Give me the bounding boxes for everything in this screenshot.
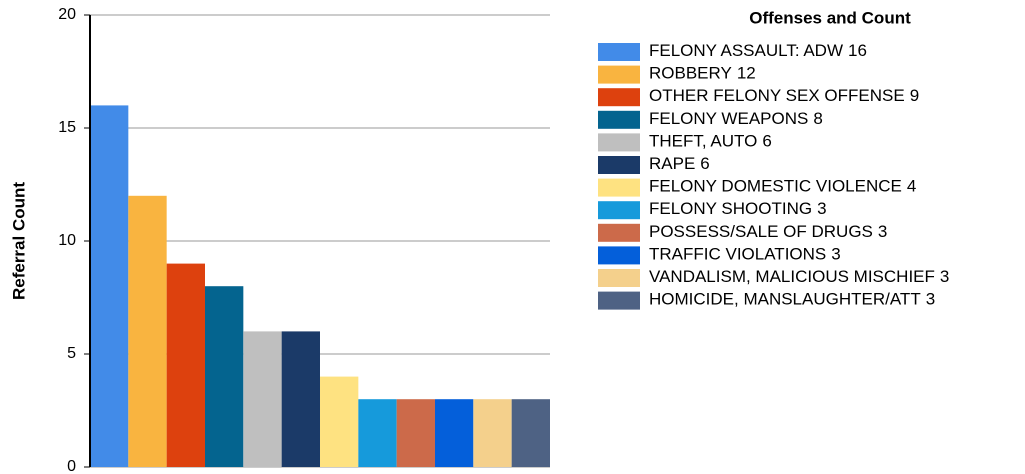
legend-swatch	[598, 269, 640, 287]
legend-label: FELONY DOMESTIC VIOLENCE 4	[649, 177, 916, 196]
legend-label: FELONY ASSAULT: ADW 16	[649, 41, 867, 60]
bar	[128, 195, 167, 468]
legend-swatch	[598, 178, 640, 197]
legend-label: THEFT, AUTO 6	[649, 132, 772, 151]
bar	[205, 286, 244, 467]
bar	[435, 399, 474, 467]
legend-count: 3	[817, 200, 826, 219]
legend-swatch	[598, 65, 640, 84]
legend-swatch	[598, 201, 640, 220]
bar	[511, 399, 550, 467]
legend-count: 8	[813, 109, 822, 128]
legend-name: TRAFFIC VIOLATIONS	[649, 245, 826, 264]
legend-count: 12	[737, 64, 756, 83]
legend-count: 3	[878, 222, 887, 241]
legend-name: RAPE	[649, 154, 695, 173]
bar	[320, 376, 359, 467]
legend-count: 3	[926, 290, 935, 309]
y-axis-label: Referral Count	[9, 182, 28, 300]
legend-label: FELONY WEAPONS 8	[649, 109, 823, 128]
legend-count: 3	[940, 267, 949, 286]
legend-count: 6	[762, 132, 771, 151]
legend-name: FELONY WEAPONS	[649, 109, 808, 128]
legend-label: HOMICIDE, MANSLAUGHTER/ATT 3	[649, 290, 935, 309]
legend-name: HOMICIDE, MANSLAUGHTER/ATT	[649, 290, 921, 309]
legend-count: 3	[831, 245, 840, 264]
legend-name: FELONY SHOOTING	[649, 200, 812, 219]
legend-label: TRAFFIC VIOLATIONS 3	[649, 245, 841, 264]
legend-name: FELONY DOMESTIC VIOLENCE	[649, 177, 902, 196]
legend-swatch	[598, 246, 640, 265]
legend-name: VANDALISM, MALICIOUS MISCHIEF	[649, 267, 935, 286]
legend-count: 9	[910, 87, 919, 106]
legend-count: 6	[700, 154, 709, 173]
legend-name: ROBBERY	[649, 64, 732, 83]
legend-swatch	[598, 110, 640, 129]
legend-name: POSSESS/SALE OF DRUGS	[649, 222, 873, 241]
bar	[358, 399, 397, 467]
y-tick-label: 20	[58, 6, 76, 23]
legend-name: FELONY ASSAULT: ADW	[649, 41, 843, 60]
y-tick-label: 10	[58, 232, 76, 249]
legend-label: VANDALISM, MALICIOUS MISCHIEF 3	[649, 267, 949, 286]
legend-label: OTHER FELONY SEX OFFENSE 9	[649, 87, 919, 106]
legend-name: OTHER FELONY SEX OFFENSE	[649, 87, 905, 106]
bar	[281, 331, 320, 467]
bar	[473, 399, 512, 467]
bar	[243, 331, 282, 467]
y-tick-label: 0	[67, 458, 76, 474]
legend-swatch	[598, 223, 640, 242]
bar	[166, 263, 205, 467]
legend-name: THEFT, AUTO	[649, 132, 757, 151]
legend-swatch	[598, 291, 640, 310]
bar	[396, 399, 435, 467]
legend-label: FELONY SHOOTING 3	[649, 200, 827, 219]
legend-title: Offenses and Count	[749, 8, 911, 27]
legend-swatch	[598, 156, 640, 174]
y-tick-label: 5	[67, 345, 76, 362]
legend-label: POSSESS/SALE OF DRUGS 3	[649, 222, 887, 241]
legend-swatch	[598, 88, 640, 107]
legend-swatch	[598, 133, 640, 152]
bar	[90, 105, 129, 468]
legend-swatch	[598, 43, 640, 61]
legend-label: ROBBERY 12	[649, 64, 756, 83]
legend-count: 16	[848, 41, 867, 60]
legend-count: 4	[907, 177, 916, 196]
legend-label: RAPE 6	[649, 154, 710, 173]
y-tick-label: 15	[58, 119, 76, 136]
